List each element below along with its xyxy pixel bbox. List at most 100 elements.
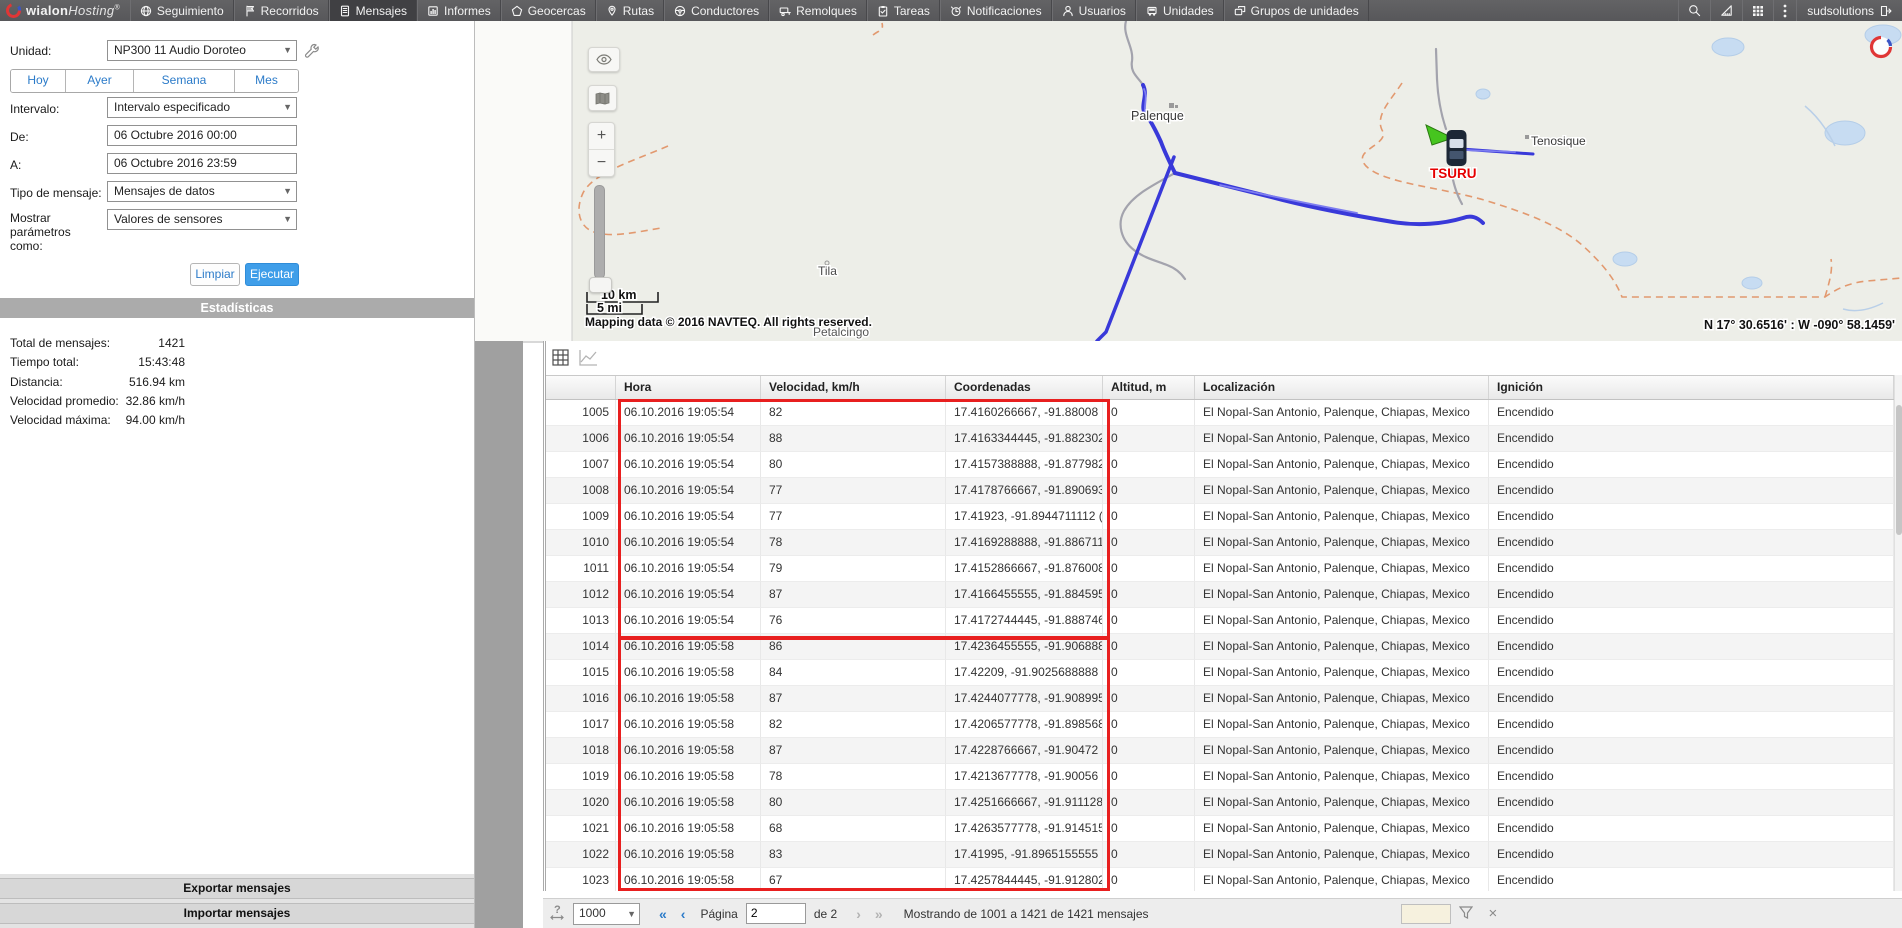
prev-page-button[interactable]: ‹ — [680, 905, 686, 922]
next-page-button[interactable]: › — [856, 905, 861, 922]
apps-grid-icon[interactable] — [1742, 0, 1773, 21]
column-header-velocidad[interactable]: Velocidad, km/h — [761, 376, 946, 399]
more-dots-icon[interactable] — [1773, 0, 1796, 21]
table-row[interactable]: 1010 06.10.2016 19:05:54 78 17.416928888… — [546, 530, 1894, 556]
table-row[interactable]: 1021 06.10.2016 19:05:58 68 17.426357777… — [546, 816, 1894, 842]
unit-marker[interactable]: TSURU — [1425, 124, 1478, 183]
table-row[interactable]: 1014 06.10.2016 19:05:58 86 17.423645555… — [546, 634, 1894, 660]
import-messages-button[interactable]: Importar mensajes — [0, 903, 474, 924]
tab-mensajes[interactable]: Mensajes — [328, 0, 418, 21]
range-hoy-button[interactable]: Hoy — [11, 70, 66, 92]
column-header-index[interactable] — [546, 376, 616, 399]
table-view-icon[interactable] — [552, 349, 569, 366]
tab-seguimiento[interactable]: Seguimiento — [129, 0, 234, 21]
search-icon[interactable] — [1678, 0, 1710, 21]
table-row[interactable]: 1009 06.10.2016 19:05:54 77 17.41923, -9… — [546, 504, 1894, 530]
chart-view-icon[interactable] — [578, 349, 598, 367]
from-date-input[interactable]: 06 Octubre 2016 00:00 — [107, 125, 297, 146]
table-scrollbar[interactable] — [1894, 375, 1902, 891]
tab-tareas[interactable]: Tareas — [866, 0, 940, 21]
cell-altitude: 0 — [1103, 634, 1195, 660]
tab-notificaciones[interactable]: Notificaciones — [939, 0, 1052, 21]
table-row[interactable]: 1023 06.10.2016 19:05:58 67 17.425784444… — [546, 868, 1894, 891]
map-canvas[interactable]: Palenque Tila Tenosique Petalcingo TSURU — [475, 21, 1902, 343]
column-header-hora[interactable]: Hora — [616, 376, 761, 399]
table-row[interactable]: 1020 06.10.2016 19:05:58 80 17.425166666… — [546, 790, 1894, 816]
to-date-input[interactable]: 06 Octubre 2016 23:59 — [107, 153, 297, 174]
last-page-button[interactable]: » — [874, 905, 883, 922]
table-row[interactable]: 1015 06.10.2016 19:05:58 84 17.42209, -9… — [546, 660, 1894, 686]
table-row[interactable]: 1007 06.10.2016 19:05:54 80 17.415738888… — [546, 452, 1894, 478]
cell-ignition: Encendido — [1489, 478, 1894, 504]
tab-conductores[interactable]: Conductores — [664, 0, 770, 21]
panel-splitter[interactable] — [475, 341, 523, 928]
first-page-button[interactable]: « — [659, 905, 667, 922]
tab-label: Geocercas — [527, 3, 586, 18]
zoom-in-button[interactable]: + — [589, 123, 614, 150]
cell-altitude: 0 — [1103, 504, 1195, 530]
cell-index: 1013 — [546, 608, 616, 634]
tab-recorridos[interactable]: Recorridos — [233, 0, 329, 21]
brand-logo[interactable]: wialonHosting® — [0, 0, 130, 21]
tab-informes[interactable]: Informes — [417, 0, 501, 21]
ruler-icon[interactable] — [1710, 0, 1742, 21]
table-row[interactable]: 1018 06.10.2016 19:05:58 87 17.422876666… — [546, 738, 1894, 764]
cell-location: El Nopal-San Antonio, Palenque, Chiapas,… — [1195, 686, 1489, 712]
table-row[interactable]: 1019 06.10.2016 19:05:58 78 17.421367777… — [546, 764, 1894, 790]
user-menu[interactable]: sudsolutions — [1796, 0, 1902, 21]
column-header-ignicion[interactable]: Ignición — [1489, 376, 1894, 399]
message-type-select[interactable]: Mensajes de datos ▼ — [107, 181, 297, 202]
cell-speed: 84 — [761, 660, 946, 686]
params-label: Mostrar parámetros como: — [10, 211, 71, 253]
column-header-coordenadas[interactable]: Coordenadas — [946, 376, 1103, 399]
unit-select[interactable]: NP300 11 Audio Doroteo ▼ — [107, 40, 297, 61]
cell-location: El Nopal-San Antonio, Palenque, Chiapas,… — [1195, 426, 1489, 452]
tab-rutas[interactable]: Rutas — [595, 0, 665, 21]
range-semana-button[interactable]: Semana — [134, 70, 235, 92]
zoom-slider[interactable] — [594, 185, 605, 279]
pagination-status: Mostrando de 1001 a 1421 de 1421 mensaje… — [903, 906, 1149, 921]
table-row[interactable]: 1013 06.10.2016 19:05:54 76 17.417274444… — [546, 608, 1894, 634]
params-select[interactable]: Valores de sensores ▼ — [107, 209, 297, 230]
zoom-out-button[interactable]: − — [596, 154, 607, 171]
filter-funnel-icon[interactable] — [1451, 905, 1481, 922]
execute-button[interactable]: Ejecutar — [245, 263, 299, 286]
tab-remolques[interactable]: Remolques — [769, 0, 867, 21]
table-row[interactable]: 1016 06.10.2016 19:05:58 87 17.424407777… — [546, 686, 1894, 712]
cell-index: 1020 — [546, 790, 616, 816]
cell-index: 1008 — [546, 478, 616, 504]
export-messages-button[interactable]: Exportar mensajes — [0, 878, 474, 899]
tab-usuarios[interactable]: Usuarios — [1051, 0, 1136, 21]
table-row[interactable]: 1005 06.10.2016 19:05:54 82 17.416026666… — [546, 400, 1894, 426]
table-row[interactable]: 1011 06.10.2016 19:05:54 79 17.415286666… — [546, 556, 1894, 582]
visibility-eye-button[interactable] — [588, 47, 620, 72]
range-ayer-button[interactable]: Ayer — [66, 70, 134, 92]
tools-icon[interactable] — [304, 43, 319, 58]
table-row[interactable]: 1017 06.10.2016 19:05:58 82 17.420657777… — [546, 712, 1894, 738]
table-row[interactable]: 1008 06.10.2016 19:05:54 77 17.417876666… — [546, 478, 1894, 504]
map-source-button[interactable] — [588, 85, 617, 111]
cell-speed: 87 — [761, 686, 946, 712]
zoom-slider-knob[interactable] — [589, 277, 612, 293]
cell-location: El Nopal-San Antonio, Palenque, Chiapas,… — [1195, 556, 1489, 582]
locate-message-icon[interactable]: ? — [549, 904, 565, 924]
tab-unidades[interactable]: Unidades — [1135, 0, 1224, 21]
scrollbar-thumb[interactable] — [1896, 405, 1902, 535]
filter-input[interactable] — [1400, 903, 1451, 924]
clear-button[interactable]: Limpiar — [190, 263, 240, 286]
column-header-altitud[interactable]: Altitud, m — [1103, 376, 1195, 399]
range-mes-button[interactable]: Mes — [235, 70, 298, 92]
clear-filter-icon[interactable]: × — [1488, 905, 1498, 922]
table-row[interactable]: 1006 06.10.2016 19:05:54 88 17.416334444… — [546, 426, 1894, 452]
page-number-input[interactable] — [745, 903, 806, 924]
table-row[interactable]: 1012 06.10.2016 19:05:54 87 17.416645555… — [546, 582, 1894, 608]
cell-coordinates: 17.4213677778, -91.90056 (7) — [946, 764, 1103, 790]
table-row[interactable]: 1022 06.10.2016 19:05:58 83 17.41995, -9… — [546, 842, 1894, 868]
page-size-select[interactable]: 1000 ▼ — [573, 902, 640, 925]
tab-grupos-de-unidades[interactable]: Grupos de unidades — [1223, 0, 1369, 21]
tab-geocercas[interactable]: Geocercas — [500, 0, 596, 21]
cell-index: 1022 — [546, 842, 616, 868]
interval-select[interactable]: Intervalo especificado ▼ — [107, 97, 297, 118]
column-header-localizacion[interactable]: Localización — [1195, 376, 1489, 399]
